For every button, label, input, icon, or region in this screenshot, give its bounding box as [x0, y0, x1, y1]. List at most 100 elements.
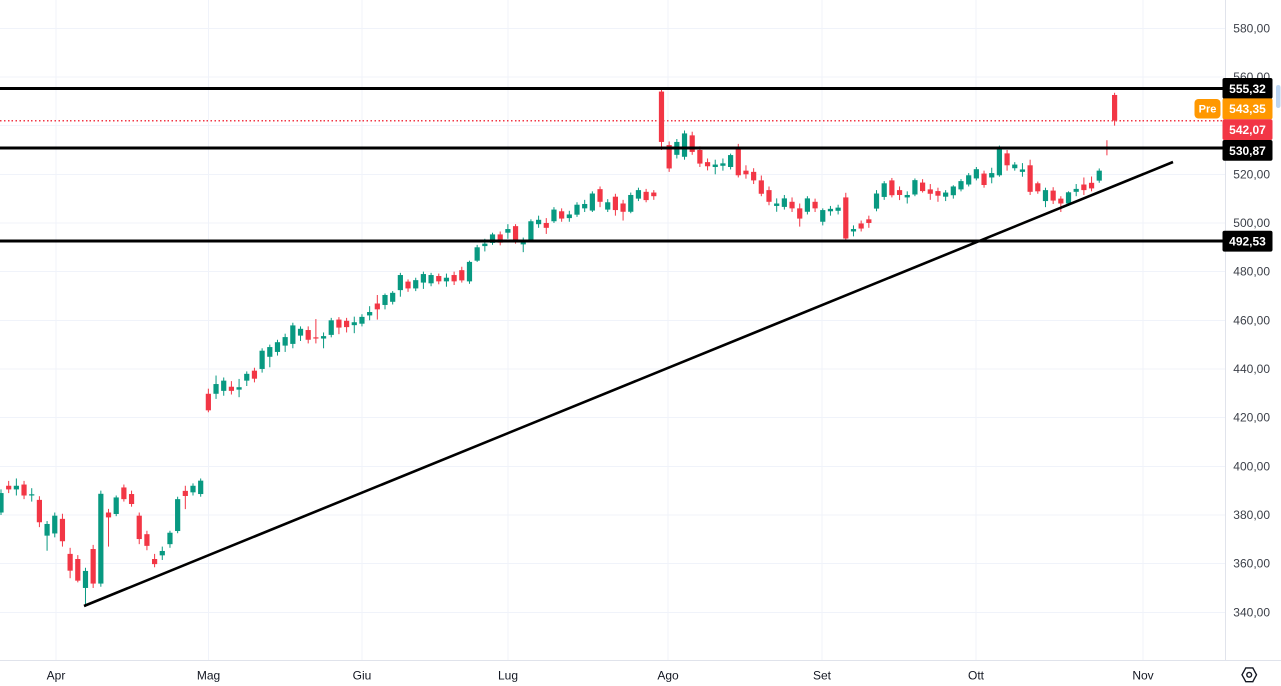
candle-body [551, 209, 557, 222]
candle [451, 271, 457, 286]
candle [1096, 168, 1102, 183]
candle [82, 567, 89, 607]
candle-body [935, 191, 941, 196]
price-level-lines [0, 86, 1225, 243]
candle-body [359, 316, 365, 324]
candle-body [720, 163, 726, 166]
price-label: 530,87 [1222, 140, 1273, 161]
candle [843, 192, 849, 242]
candle-body [144, 534, 150, 546]
month-label: Set [813, 669, 832, 683]
candle-body [904, 194, 910, 198]
candle [75, 555, 81, 583]
candle-body [896, 190, 903, 195]
candle-body [474, 247, 480, 261]
candle-body [190, 485, 196, 493]
candle [958, 179, 964, 192]
candle-body [858, 223, 864, 229]
candle-body [282, 337, 288, 346]
candle [259, 348, 265, 373]
candle [835, 204, 841, 215]
candle-body [52, 515, 58, 534]
candle-body [743, 170, 749, 175]
candle [866, 215, 872, 228]
candle [36, 496, 42, 528]
candle-body [29, 494, 35, 496]
candle-body [1081, 184, 1087, 191]
candle [290, 322, 296, 349]
candle [98, 490, 104, 587]
candle-body [605, 202, 611, 210]
candle-body [290, 325, 296, 344]
ascending-trendline[interactable] [83, 160, 1174, 608]
candle [689, 131, 695, 155]
candle-body [574, 204, 580, 215]
candle-body [789, 201, 795, 209]
candle [935, 187, 941, 202]
pre-market-badge-text: Pre [1199, 104, 1217, 116]
candle [812, 198, 818, 213]
grid [0, 0, 1225, 660]
candle [881, 181, 887, 200]
candle [597, 186, 603, 208]
candle [1042, 187, 1049, 208]
candle [920, 179, 926, 193]
hexagon-settings-icon[interactable] [1241, 667, 1258, 683]
time-axis-labels[interactable]: Apr Mag Giu Lug Ago Set Ott Nov [47, 669, 1154, 683]
candle [105, 508, 112, 547]
candle-body [827, 208, 834, 212]
price-label-text: 555,32 [1229, 82, 1266, 96]
candle-body [75, 559, 81, 581]
candle-body [36, 499, 42, 523]
candle [67, 547, 73, 579]
candle [136, 512, 142, 545]
price-label-box [1222, 78, 1273, 99]
price-tick-label: 500,00 [1233, 216, 1270, 230]
candle-body [996, 148, 1002, 176]
candle [367, 306, 373, 321]
candle [896, 186, 903, 201]
candle [6, 480, 12, 494]
time-axis-panel[interactable] [0, 661, 1281, 686]
candle-body [766, 190, 772, 202]
scrollbar-thumb[interactable] [1276, 85, 1281, 108]
candle-body [213, 384, 219, 394]
candle-body [136, 515, 142, 540]
price-label-text: 543,35 [1229, 102, 1266, 116]
candle-body [105, 512, 112, 518]
candle [781, 194, 787, 210]
candle-body [1096, 170, 1102, 181]
month-label: Mag [197, 669, 220, 683]
candle [236, 378, 242, 398]
month-label: Ago [657, 669, 679, 683]
candle [966, 173, 972, 187]
candle [44, 521, 50, 551]
candle-body [658, 91, 665, 142]
candle-body [59, 518, 66, 542]
candle [797, 203, 803, 227]
candle-body [21, 484, 27, 496]
candle-body [413, 280, 419, 289]
candle-body [559, 211, 565, 219]
candle-body [459, 270, 465, 281]
candle-body [505, 229, 511, 233]
candle [943, 190, 949, 202]
candle-body [13, 485, 19, 490]
candle-body [489, 234, 496, 243]
candle [198, 478, 204, 497]
candle [351, 316, 357, 334]
candle-body [681, 133, 688, 157]
candle-body [82, 570, 89, 588]
candle [443, 273, 450, 287]
candle [466, 260, 473, 284]
candle [566, 210, 572, 222]
candle [612, 193, 618, 216]
candle [712, 159, 718, 175]
candle [950, 185, 956, 199]
candle-body [198, 480, 204, 495]
candle-body [351, 322, 357, 326]
candle [52, 512, 58, 538]
candle [59, 513, 66, 547]
candle-body [67, 553, 73, 571]
